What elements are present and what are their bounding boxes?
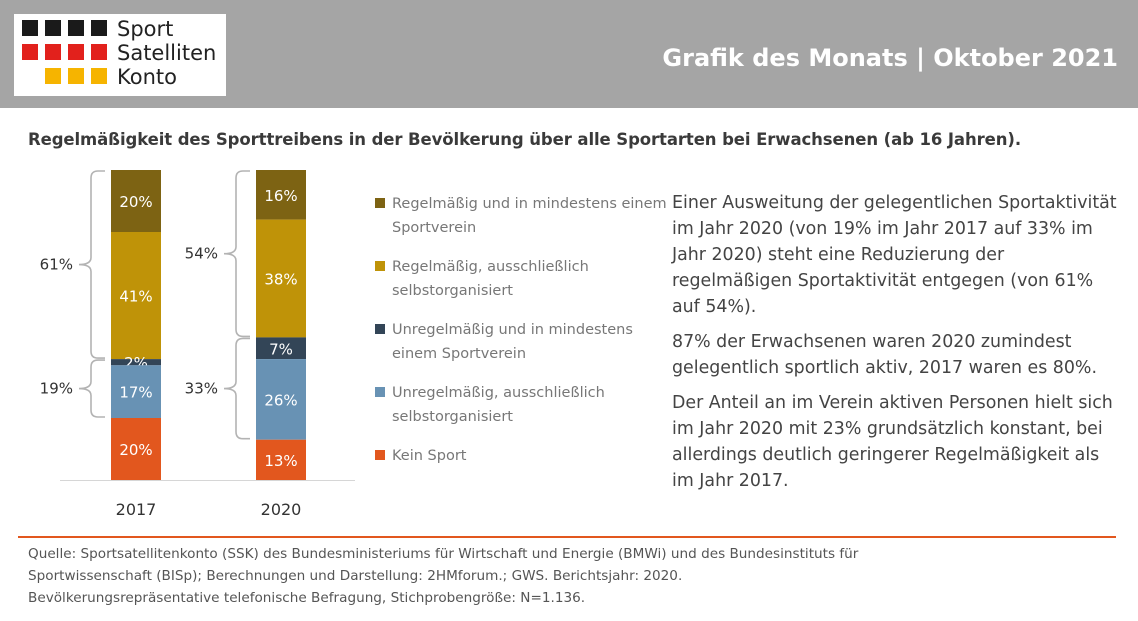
summary-paragraph: Der Anteil an im Verein aktiven Personen… xyxy=(672,393,1113,491)
bracket-label: 33% xyxy=(185,380,218,398)
bar-data-label: 38% xyxy=(264,271,297,289)
stacked-bar-chart: 20%41%2%17%20%201716%38%7%26%13%202061%1… xyxy=(40,170,355,519)
logo-text-konto: Konto xyxy=(117,65,177,89)
bracket xyxy=(223,170,250,338)
logo-square xyxy=(91,44,107,60)
bar-data-label: 20% xyxy=(119,193,152,211)
logo-square xyxy=(91,68,107,84)
source-line: Quelle: Sportsatellitenkonto (SSK) des B… xyxy=(28,546,859,562)
divider-line xyxy=(18,536,1116,538)
summary-paragraph: Einer Ausweitung der gelegentlichen Spor… xyxy=(672,193,1117,317)
source-line: Sportwissenschaft (BISp); Berechnungen u… xyxy=(28,568,683,584)
header-title: Grafik des Monats | Oktober 2021 xyxy=(662,44,1118,72)
bar-segment xyxy=(111,365,161,418)
bracket-label: 54% xyxy=(185,245,218,263)
legend-swatch xyxy=(375,261,385,271)
legend-swatch xyxy=(375,387,385,397)
logo-square xyxy=(22,44,38,60)
legend-label: Regelmäßig und in mindestens einem Sport… xyxy=(392,196,667,236)
x-tick-label: 2017 xyxy=(116,500,157,519)
logo-square xyxy=(22,20,38,36)
bar-data-label: 16% xyxy=(264,187,297,205)
legend-label: Unregelmäßig, ausschließlich selbstorgan… xyxy=(392,385,605,425)
legend-label: Regelmäßig, ausschließlich selbstorganis… xyxy=(392,259,589,299)
bracket xyxy=(78,359,105,418)
bar-segment xyxy=(256,439,306,480)
legend-swatch xyxy=(375,198,385,208)
source-note: Quelle: Sportsatellitenkonto (SSK) des B… xyxy=(28,543,1118,609)
bar-segment xyxy=(111,170,161,232)
logo-square xyxy=(68,44,84,60)
summary-paragraph: 87% der Erwachsenen waren 2020 zumindest… xyxy=(672,332,1097,378)
logo-text-sport: Sport xyxy=(117,17,174,41)
chart-title: Regelmäßigkeit des Sporttreibens in der … xyxy=(28,130,1021,149)
bar-data-label: 26% xyxy=(264,391,297,409)
bar-segment xyxy=(111,232,161,360)
bracket xyxy=(78,170,105,359)
bar-data-label: 17% xyxy=(119,384,152,402)
bar-segment xyxy=(256,219,306,338)
source-line: Bevölkerungsrepräsentative telefonische … xyxy=(28,590,586,606)
logo-square xyxy=(45,44,61,60)
legend-swatch xyxy=(375,450,385,460)
legend-label: Unregelmäßig und in mindestens einem Spo… xyxy=(392,322,633,362)
logo-text-satelliten: Satelliten xyxy=(117,41,217,65)
logo-square xyxy=(45,20,61,36)
logo: Sport Satelliten Konto xyxy=(14,14,226,96)
bar-data-label: 13% xyxy=(264,452,297,470)
bracket xyxy=(223,337,250,440)
x-tick-label: 2020 xyxy=(261,500,302,519)
bar-segment xyxy=(256,170,306,220)
legend-label: Kein Sport xyxy=(392,448,467,464)
bar-segment xyxy=(256,359,306,440)
bracket-label: 19% xyxy=(40,380,73,398)
bar-data-label: 41% xyxy=(119,288,152,306)
logo-square xyxy=(91,20,107,36)
legend-swatch xyxy=(375,324,385,334)
logo-square xyxy=(68,68,84,84)
bar-data-label: 20% xyxy=(119,441,152,459)
bracket-label: 61% xyxy=(40,256,73,274)
logo-square xyxy=(45,68,61,84)
bar-segment xyxy=(256,337,306,360)
header-bar: Sport Satelliten Konto Grafik des Monats… xyxy=(0,0,1138,108)
logo-square xyxy=(68,20,84,36)
bar-data-label: 7% xyxy=(269,340,293,358)
bar-segment xyxy=(111,418,161,480)
bar-segment xyxy=(111,359,161,366)
summary-text: Einer Ausweitung der gelegentlichen Spor… xyxy=(672,190,1122,503)
